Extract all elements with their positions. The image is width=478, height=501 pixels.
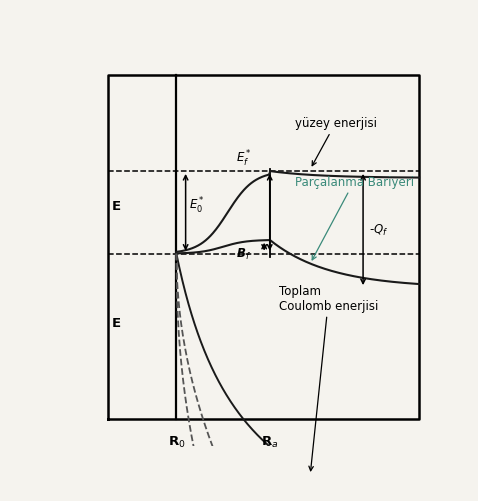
Text: E$_f^*$: E$_f^*$: [237, 148, 251, 168]
Text: -Q$_f$: -Q$_f$: [369, 222, 388, 237]
Text: R$_a$: R$_a$: [261, 434, 278, 449]
Text: E: E: [111, 316, 121, 329]
Text: E$_0^*$: E$_0^*$: [189, 196, 205, 216]
Text: R$_0$: R$_0$: [168, 434, 185, 449]
Text: E: E: [111, 199, 121, 212]
Text: B$_f$: B$_f$: [237, 246, 251, 262]
Text: Parçalanma Bariyeri: Parçalanma Bariyeri: [294, 175, 414, 261]
Text: Toplam
Coulomb enerjisi: Toplam Coulomb enerjisi: [279, 284, 379, 471]
Text: yüzey enerjisi: yüzey enerjisi: [294, 117, 377, 166]
